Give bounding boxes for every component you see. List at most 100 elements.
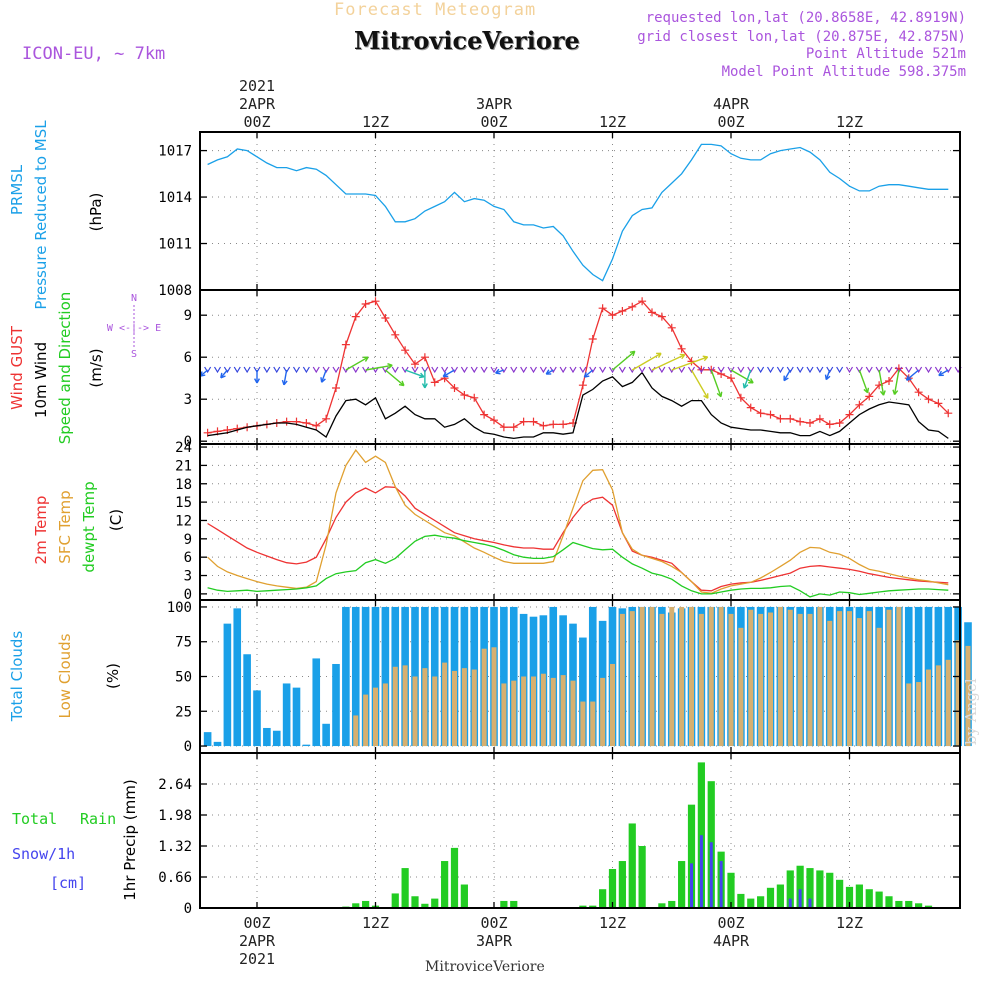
gust-marker (529, 417, 538, 426)
wind-arrow (743, 369, 752, 389)
total-cloud-bar (500, 606, 508, 747)
wind-dir-marker (836, 366, 844, 374)
requested-coords: requested lon,lat (20.8658E, 42.8919N) (645, 10, 966, 26)
wind-dir-marker (757, 366, 765, 374)
gust-marker (322, 414, 331, 423)
low-cloud-bar (481, 648, 487, 747)
temperature-panel-frame (199, 443, 961, 601)
rain-bar (895, 900, 903, 908)
gust-marker (746, 403, 755, 412)
wind-dir-marker (539, 366, 547, 374)
low-cloud-bar (679, 606, 685, 747)
total-cloud-bar (381, 606, 390, 747)
wind-dir-marker (549, 366, 557, 374)
wind-dir-marker (480, 366, 488, 374)
wind-arrow-head (583, 372, 590, 378)
wind-dir-marker (579, 366, 587, 374)
wind-arrow-head (702, 355, 709, 362)
temperature-ytick-label: 24 (175, 440, 192, 456)
snow-bar (709, 842, 713, 908)
wind-dir-marker (806, 366, 814, 374)
temperature-ytick-label: 15 (175, 495, 192, 511)
gust-marker (519, 417, 528, 426)
gust-marker (341, 340, 350, 349)
low-cloud-bar (847, 611, 852, 747)
rain-bar (747, 898, 755, 908)
gust-marker (756, 409, 765, 418)
low-cloud-bar (590, 701, 596, 747)
top-time-label: 2021 (239, 77, 275, 95)
label-layer: 1008101110141017036903691215182124025507… (8, 77, 863, 968)
clouds-ytick-label: 25 (175, 704, 192, 720)
rain-bar (618, 861, 626, 908)
wind-speed-line (207, 371, 949, 440)
gust-marker (430, 378, 439, 387)
wind-arrow-head (783, 375, 789, 382)
low-cloud-bar (432, 676, 438, 747)
precip-ytick-label: 1.32 (158, 839, 192, 855)
dewpt-label: dewpt Temp (80, 481, 98, 572)
wind-dir-marker (223, 366, 231, 374)
wind-dir-marker (460, 366, 468, 374)
gust-marker (391, 330, 400, 339)
wind-arrow-head (938, 370, 944, 377)
wind-arrow (442, 369, 455, 378)
gust-marker (855, 400, 864, 409)
gust-marker (598, 304, 607, 313)
total-cloud-bar (371, 606, 380, 747)
bottom-time-label: 12Z (599, 914, 626, 932)
wind-dir-marker (697, 366, 705, 374)
t2m-line (207, 486, 949, 592)
gust-marker (825, 420, 834, 429)
wind-dir-marker (529, 366, 538, 374)
bottom-time-label: 00Z (243, 914, 270, 932)
total-cloud-bar (312, 658, 321, 747)
wind-dir-marker (312, 366, 320, 374)
clouds-unit: (%) (104, 663, 122, 689)
rain-label: Rain (80, 810, 116, 828)
wind-arrow (345, 356, 369, 371)
wind-ytick-label: 3 (184, 392, 192, 408)
rain-bar (786, 870, 794, 908)
gust-marker (618, 307, 627, 315)
low-cloud-bar (560, 675, 566, 747)
low-cloud-bar (689, 606, 694, 747)
closest-coords: grid closest lon,lat (20.875E, 42.875N) (637, 29, 966, 45)
rain-bar (924, 905, 933, 908)
wind-dir-marker (885, 366, 893, 374)
wind-arrow (906, 369, 920, 381)
wind-dir-marker (431, 366, 439, 374)
low-cloud-bar (955, 640, 961, 747)
low-cloud-bar (649, 606, 655, 747)
gust-marker (470, 393, 479, 402)
low-cloud-bar (639, 606, 645, 747)
wind-ytick-label: 6 (184, 350, 192, 366)
top-time-label: 00Z (243, 113, 270, 131)
total-cloud-bar (203, 732, 212, 747)
low-cloud-bar (965, 645, 971, 747)
prmsl-line (207, 143, 949, 282)
total-cloud-bar (579, 637, 587, 747)
wind-ytick-label: 0 (184, 434, 192, 450)
gust-marker (944, 409, 953, 418)
temperature-ytick-label: 0 (184, 587, 192, 603)
wind-arrow (858, 369, 869, 393)
wind-arrow (690, 369, 709, 399)
wind-arrow (404, 369, 425, 378)
low-cloud-bar (945, 659, 951, 747)
top-time-label: 2APR (239, 95, 276, 113)
low-cloud-bar (817, 606, 823, 747)
total-cloud-bar (914, 606, 923, 747)
rain-bar (766, 887, 775, 908)
temperature-ytick-label: 18 (175, 477, 192, 493)
gust-marker (401, 346, 410, 355)
low-cloud-bar (452, 670, 457, 747)
wind-arrow-head (495, 368, 501, 375)
low-cloud-bar (787, 609, 793, 747)
wind-arrow (583, 369, 594, 378)
gust-marker (371, 297, 380, 306)
low-clouds-label: Low Clouds (56, 633, 74, 718)
wind-dir-marker (934, 366, 942, 374)
low-cloud-bar (698, 613, 704, 747)
wind-arrow-head (892, 389, 899, 395)
